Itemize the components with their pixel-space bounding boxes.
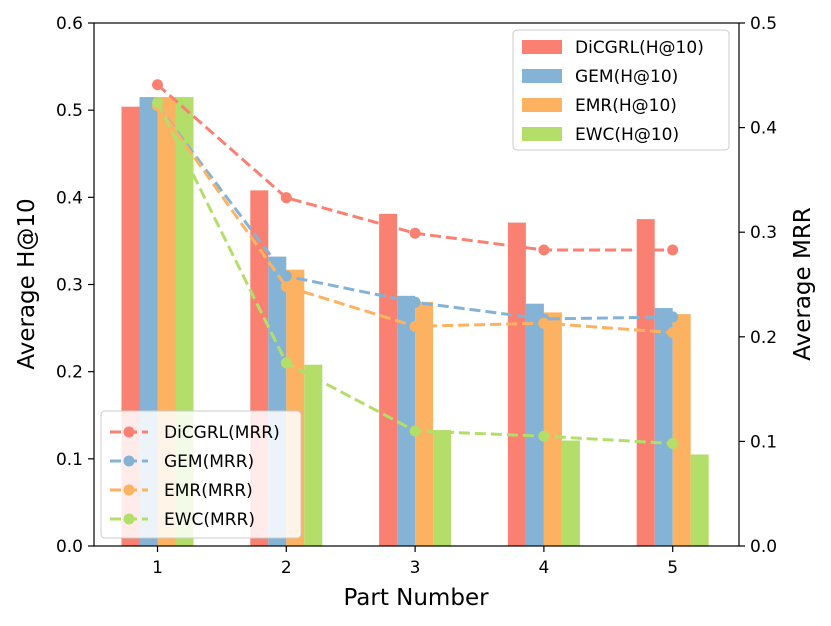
line-point	[409, 227, 421, 239]
bar	[304, 364, 323, 546]
bar	[507, 222, 526, 546]
y-tick-right-label: 0.4	[750, 119, 777, 139]
line-point	[538, 430, 550, 442]
line-point	[409, 296, 421, 308]
y-axis-left-title: Average H@10	[14, 198, 40, 369]
line-point	[667, 437, 679, 449]
legend-line-marker	[123, 513, 135, 525]
x-tick-label: 3	[410, 558, 421, 578]
line-point	[667, 311, 679, 323]
bar	[636, 219, 655, 546]
y-tick-left-label: 0.2	[56, 363, 83, 383]
line-point	[667, 327, 679, 339]
line-point	[667, 244, 679, 256]
y-axis-right-title: Average MRR	[790, 207, 816, 361]
line-point	[280, 192, 292, 204]
line-point	[538, 317, 550, 329]
legend-line-marker	[123, 484, 135, 496]
bar	[379, 213, 398, 546]
y-tick-left-label: 0.5	[56, 101, 83, 121]
legend-line-label: DiCGRL(MRR)	[164, 423, 280, 443]
bar	[415, 301, 434, 546]
y-tick-left-label: 0.1	[56, 450, 83, 470]
bar	[690, 454, 709, 546]
line-point	[152, 96, 163, 108]
y-axis-right: 0.0 0.1 0.2 0.3 0.4 0.5	[739, 14, 777, 557]
legend-bar-label: DiCGRL(H@10)	[575, 38, 704, 58]
legend-bar-label: EMR(H@10)	[575, 96, 677, 116]
x-axis: 1 2 3 4 5	[152, 546, 678, 578]
legend-line-marker	[123, 426, 135, 438]
line-point	[280, 281, 292, 293]
y-axis-left: 0.0 0.1 0.2 0.3 0.4 0.5 0.6	[56, 14, 94, 557]
bar	[654, 308, 673, 546]
line-point	[280, 357, 292, 369]
line-point	[409, 320, 421, 332]
x-axis-title: Part Number	[343, 585, 489, 611]
legend-bar-swatch	[522, 40, 562, 54]
y-tick-right-label: 0.1	[750, 432, 777, 452]
bar	[561, 440, 580, 546]
legend-line-marker	[123, 455, 135, 467]
x-tick-label: 1	[152, 558, 163, 578]
bar	[525, 303, 544, 546]
legend-bars: DiCGRL(H@10) GEM(H@10) EMR(H@10) EWC(H@10)	[512, 29, 730, 151]
legend-line-label: GEM(MRR)	[164, 452, 254, 472]
x-tick-label: 2	[281, 558, 292, 578]
y-tick-left-label: 0.0	[56, 537, 83, 557]
legend-bars-frame	[512, 29, 730, 151]
legend-bar-label: EWC(H@10)	[575, 125, 679, 145]
legend-bar-label: GEM(H@10)	[575, 67, 678, 87]
x-tick-label: 5	[667, 558, 678, 578]
y-tick-right-label: 0.5	[750, 14, 777, 34]
y-tick-right-label: 0.0	[750, 537, 777, 557]
line-point	[152, 79, 163, 91]
y-tick-right-label: 0.2	[750, 328, 777, 348]
bar	[672, 314, 691, 546]
y-tick-left-label: 0.4	[56, 188, 83, 208]
legend-lines: DiCGRL(MRR) GEM(MRR) EMR(MRR) EWC(MRR)	[100, 410, 302, 539]
legend-bar-swatch	[522, 69, 562, 83]
line-point	[409, 425, 421, 437]
y-tick-right-label: 0.3	[750, 223, 777, 243]
legend-bar-swatch	[522, 98, 562, 112]
bar	[397, 295, 416, 546]
legend-line-label: EWC(MRR)	[164, 510, 255, 530]
bar	[433, 430, 452, 546]
line-point	[280, 270, 292, 282]
legend-bar-swatch	[522, 127, 562, 141]
legend-lines-frame	[100, 410, 302, 539]
line-group	[152, 79, 679, 449]
y-tick-left-label: 0.3	[56, 276, 83, 296]
legend-line-label: EMR(MRR)	[164, 481, 253, 501]
line-point	[538, 244, 550, 256]
y-tick-left-label: 0.6	[56, 14, 83, 34]
x-tick-label: 4	[538, 558, 549, 578]
bar	[543, 312, 562, 546]
